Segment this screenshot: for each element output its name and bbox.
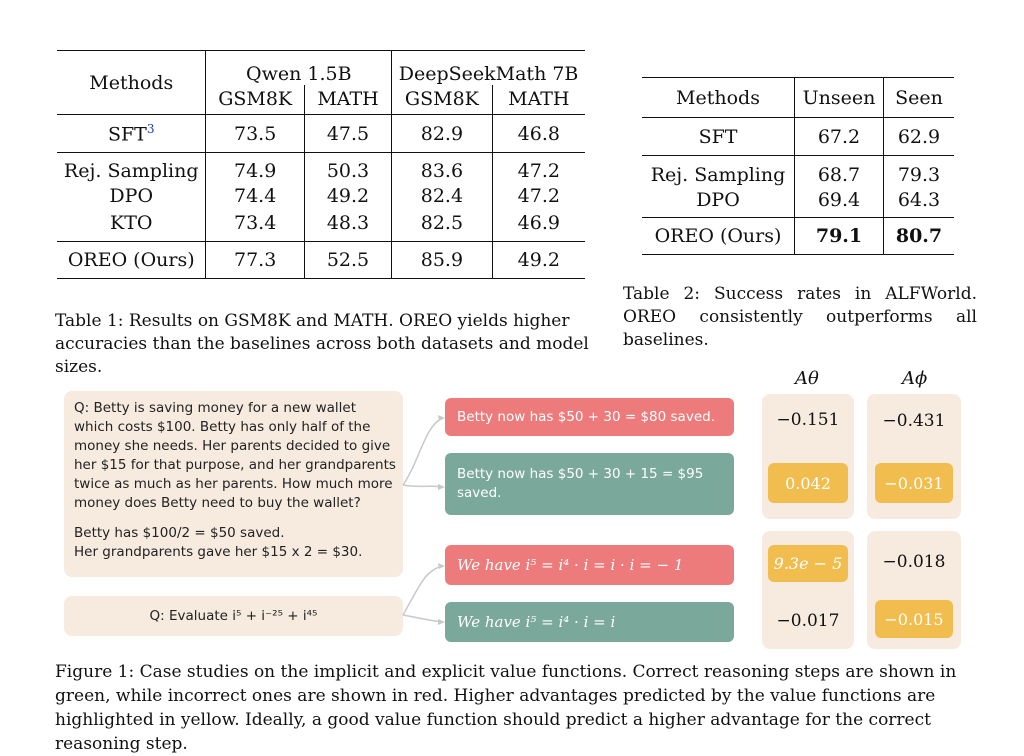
a-phi-value-highlighted: −0.015 bbox=[875, 600, 953, 638]
table-cell: 85.9 bbox=[391, 241, 493, 279]
question-2-panel: Q: Evaluate i⁵ + i⁻²⁵ + i⁴⁵ bbox=[64, 596, 403, 636]
table-row: DPO 69.4 64.3 bbox=[642, 187, 954, 218]
a-phi-header: Aϕ bbox=[902, 368, 928, 389]
table-2: Methods Unseen Seen SFT 67.2 62.9 Rej. S… bbox=[642, 77, 954, 255]
group-header-deepseek: DeepSeekMath 7B bbox=[398, 62, 579, 85]
method-cell: Rej. Sampling bbox=[57, 152, 207, 183]
table-cell: 73.4 bbox=[205, 209, 305, 242]
a-phi-value: −0.431 bbox=[882, 411, 946, 431]
table-cell: 46.9 bbox=[517, 212, 560, 235]
a-theta-value-highlighted: 9.3e − 5 bbox=[768, 545, 848, 582]
correct-step-2: We have i⁵ = i⁴ · i = i bbox=[445, 602, 734, 642]
table-cell: 47.2 bbox=[517, 185, 560, 207]
correct-step-1: Betty now has $50 + 30 + 15 = $95 saved. bbox=[445, 453, 734, 515]
table-cell: 82.9 bbox=[391, 114, 493, 153]
table-cell: 79.1 bbox=[794, 217, 884, 255]
question-line: twice as much as her parents. How much m… bbox=[74, 476, 393, 492]
table-cell: 47.2 bbox=[517, 159, 560, 182]
col-math-deepseek: MATH bbox=[508, 88, 570, 111]
table-cell: 68.7 bbox=[794, 155, 884, 188]
incorrect-step-1: Betty now has $50 + 30 = $80 saved. bbox=[445, 398, 734, 436]
table-cell: 46.8 bbox=[517, 122, 560, 145]
question-1-text: Q: Betty is saving money for a new walle… bbox=[74, 399, 396, 562]
table-row: Rej. Sampling 68.7 79.3 bbox=[642, 155, 954, 188]
method-cell: KTO bbox=[57, 209, 207, 242]
table-row: SFT3 73.5 47.5 82.9 46.8 bbox=[57, 114, 585, 153]
col-unseen: Unseen bbox=[794, 77, 884, 118]
table-cell: 69.4 bbox=[794, 187, 884, 218]
table-cell: 62.9 bbox=[897, 125, 941, 148]
col-gsm8k-deepseek: GSM8K bbox=[391, 84, 493, 115]
table-row: SFT 67.2 62.9 bbox=[642, 117, 954, 156]
a-theta-value: −0.017 bbox=[776, 611, 840, 631]
table-row: KTO 73.4 48.3 82.5 46.9 bbox=[57, 209, 585, 242]
method-cell: OREO (Ours) bbox=[642, 217, 795, 255]
method-cell: SFT3 bbox=[57, 114, 207, 153]
table-cell: 77.3 bbox=[205, 241, 305, 279]
figure-1-caption: Figure 1: Case studies on the implicit a… bbox=[55, 662, 957, 754]
table-cell: 82.4 bbox=[391, 182, 493, 210]
question-line: money does Betty need to buy the wallet? bbox=[74, 495, 361, 511]
question-line: money she needs. Her parents decided to … bbox=[74, 438, 391, 454]
table-cell: 79.3 bbox=[897, 163, 941, 186]
table-cell: 52.5 bbox=[304, 241, 393, 279]
table-row: Rej. Sampling 74.9 50.3 83.6 47.2 bbox=[57, 152, 585, 183]
a-phi-value: −0.018 bbox=[882, 552, 946, 572]
footnote-marker[interactable]: 3 bbox=[146, 121, 155, 136]
table-cell: 67.2 bbox=[794, 117, 884, 156]
question-1-panel: Q: Betty is saving money for a new walle… bbox=[64, 391, 403, 577]
a-phi-value-highlighted: −0.031 bbox=[875, 463, 953, 503]
a-theta-value-highlighted: 0.042 bbox=[768, 463, 848, 503]
question-line: her $15 for that purpose, and her grandp… bbox=[74, 457, 396, 473]
table-cell: 64.3 bbox=[897, 189, 941, 212]
col-math-qwen: MATH bbox=[304, 84, 393, 115]
method-cell: DPO bbox=[57, 182, 207, 210]
table-cell: 50.3 bbox=[304, 152, 393, 183]
table-cell: 74.9 bbox=[205, 152, 305, 183]
method-cell: DPO bbox=[642, 187, 795, 218]
col-seen: Seen bbox=[895, 86, 943, 109]
group-header-qwen: Qwen 1.5B bbox=[205, 50, 393, 85]
table-cell: 73.5 bbox=[205, 114, 305, 153]
table-cell: 47.5 bbox=[304, 114, 393, 153]
methods-header: Methods bbox=[57, 50, 207, 115]
table-cell: 82.5 bbox=[391, 209, 493, 242]
method-label: SFT bbox=[107, 123, 147, 146]
table-cell: 83.6 bbox=[391, 152, 493, 183]
prior-step: Betty has $100/2 = $50 saved. bbox=[74, 525, 285, 541]
table-1-caption: Table 1: Results on GSM8K and MATH. OREO… bbox=[55, 311, 589, 377]
table-header-row: Methods Unseen Seen bbox=[642, 77, 954, 118]
incorrect-step-2: We have i⁵ = i⁴ · i = i · i = − 1 bbox=[445, 545, 734, 585]
table-2-caption: Table 2: Success rates in ALFWorld. OREO… bbox=[623, 284, 977, 350]
method-cell: Rej. Sampling bbox=[642, 155, 795, 188]
method-cell: OREO (Ours) bbox=[57, 241, 207, 279]
table-cell: 80.7 bbox=[895, 225, 943, 247]
table-cell: 49.2 bbox=[304, 182, 393, 210]
a-theta-value: −0.151 bbox=[776, 410, 840, 430]
table-row-oreo: OREO (Ours) 77.3 52.5 85.9 49.2 bbox=[57, 241, 585, 279]
a-theta-header: Aθ bbox=[795, 368, 819, 389]
question-line: which costs $100. Betty has only half of… bbox=[74, 419, 371, 435]
question-2-text: Q: Evaluate i⁵ + i⁻²⁵ + i⁴⁵ bbox=[149, 607, 318, 624]
col-methods: Methods bbox=[642, 77, 795, 118]
table-row: DPO 74.4 49.2 82.4 47.2 bbox=[57, 182, 585, 210]
table-1: Methods Qwen 1.5B DeepSeekMath 7B GSM8K … bbox=[57, 50, 585, 279]
table-cell: 48.3 bbox=[304, 209, 393, 242]
table-cell: 74.4 bbox=[205, 182, 305, 210]
prior-step: Her grandparents gave her $15 x 2 = $30. bbox=[74, 544, 363, 560]
connector-arrows bbox=[402, 415, 445, 625]
question-line: Q: Betty is saving money for a new walle… bbox=[74, 400, 357, 416]
method-cell: SFT bbox=[642, 117, 795, 156]
table-cell: 49.2 bbox=[517, 249, 560, 271]
col-gsm8k-qwen: GSM8K bbox=[205, 84, 305, 115]
table-row-oreo: OREO (Ours) 79.1 80.7 bbox=[642, 217, 954, 255]
